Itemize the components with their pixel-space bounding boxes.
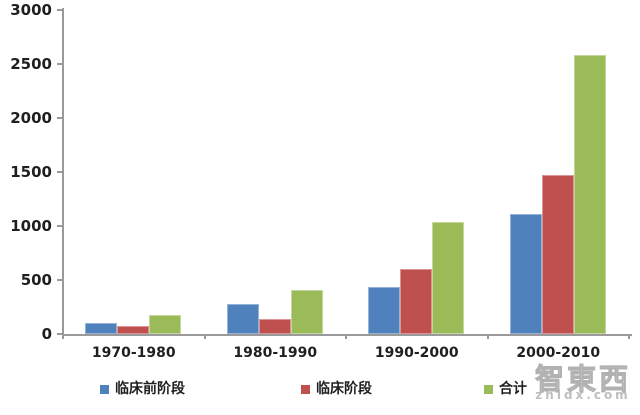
x-tick-mark [62,334,64,339]
bar [117,325,149,334]
x-tick-mark [345,334,347,339]
y-tick-mark [57,9,62,11]
bar [226,304,259,334]
legend-swatch [484,384,493,394]
y-tick-label: 2000 [10,109,52,127]
x-axis-line [62,334,632,336]
bar [290,289,323,334]
bar [85,323,117,334]
bar [573,55,606,334]
bar [258,319,291,334]
y-tick-label: 2500 [10,55,52,73]
y-tick-label: 500 [20,271,52,289]
legend-swatch [301,384,310,394]
y-tick-mark [57,171,62,173]
bar [541,175,574,334]
y-tick-mark [57,333,62,335]
bar [432,221,464,334]
x-category-label: 2000-2010 [516,345,601,361]
legend-item: 临床阶段 [301,381,372,397]
legend-item: 临床前阶段 [100,381,185,397]
x-tick-mark [203,334,206,339]
legend-label: 临床前阶段 [115,381,185,397]
bar [509,214,542,334]
y-tick-mark [57,117,62,119]
legend-label: 临床阶段 [316,381,372,397]
x-category-label: 1970-1980 [91,345,176,361]
y-tick-mark [57,225,62,227]
y-tick-label: 0 [41,325,52,343]
legend-swatch [100,384,109,394]
x-category-label: 1990-2000 [374,345,459,361]
legend-label: 合计 [499,381,527,397]
y-tick-label: 1000 [10,217,52,235]
bar [400,268,432,334]
y-tick-label: 1500 [10,163,52,181]
legend-item: 合计 [484,381,527,397]
bar [368,287,400,334]
x-category-label: 1980-1990 [233,345,318,361]
bar [149,315,181,334]
y-tick-mark [57,279,62,281]
x-tick-mark [486,334,489,339]
y-tick-mark [57,63,62,65]
y-axis-line [62,8,64,336]
y-tick-label: 3000 [10,1,52,19]
x-tick-mark [628,334,630,339]
